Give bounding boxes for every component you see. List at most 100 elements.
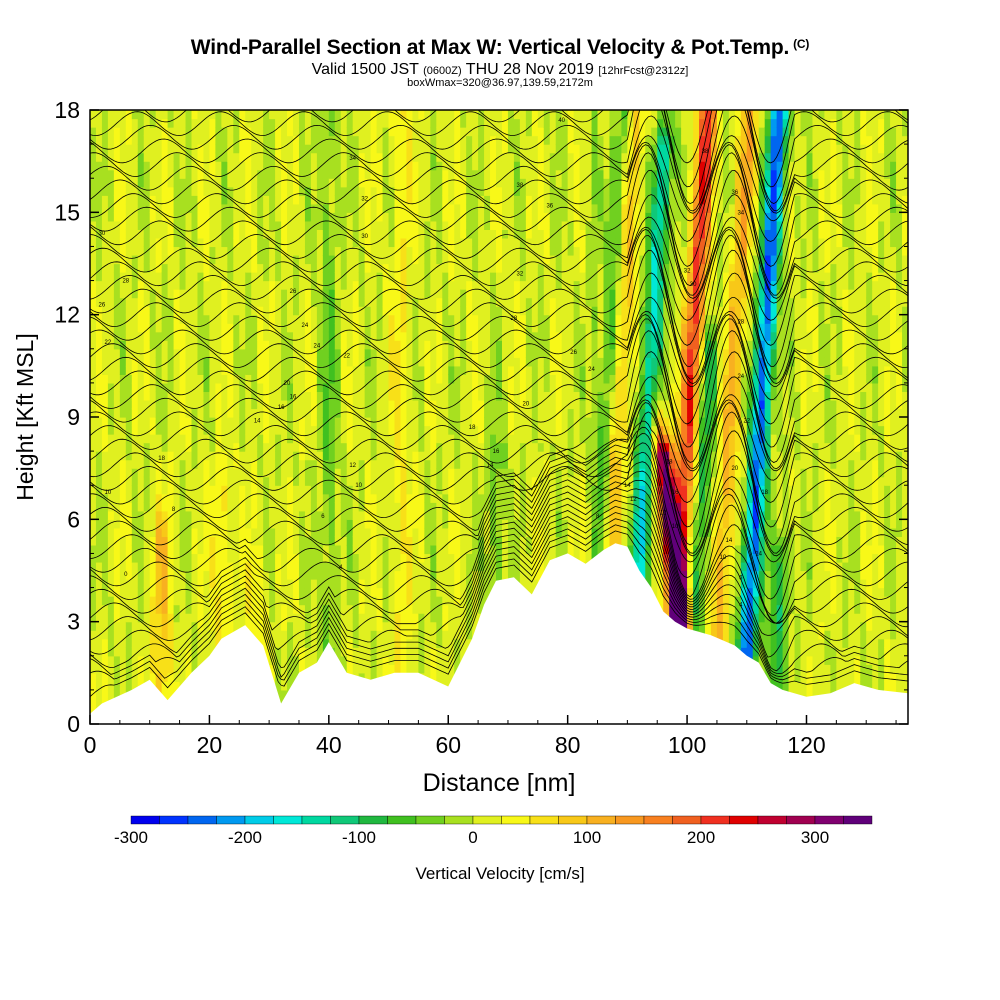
w-cell (442, 220, 449, 230)
w-cell (131, 399, 139, 410)
w-cell (149, 169, 157, 179)
w-cell (161, 399, 169, 410)
w-cell (161, 110, 169, 120)
w-cell (400, 468, 408, 478)
w-cell (179, 570, 187, 580)
w-cell (430, 220, 437, 230)
w-cell (215, 348, 222, 358)
w-cell (227, 314, 234, 324)
w-cell (90, 357, 97, 367)
w-cell (179, 561, 187, 572)
w-cell (197, 229, 205, 239)
w-cell (424, 536, 431, 546)
w-cell (125, 289, 133, 299)
w-cell (382, 638, 390, 648)
w-cell (251, 169, 258, 179)
w-cell (203, 587, 211, 597)
w-cell (358, 323, 366, 333)
w-cell (400, 434, 408, 444)
w-cell (370, 127, 378, 137)
w-cell (287, 527, 294, 537)
w-cell (400, 544, 408, 555)
w-cell (143, 519, 151, 529)
w-cell (430, 348, 437, 358)
w-cell (179, 442, 187, 452)
w-cell (466, 135, 473, 145)
w-cell (269, 289, 276, 299)
w-cell (358, 195, 366, 205)
w-cell (90, 630, 97, 640)
w-cell (370, 434, 378, 444)
w-cell (281, 237, 288, 248)
w-cell (107, 459, 115, 469)
w-cell (460, 527, 467, 537)
w-cell (137, 314, 145, 324)
w-cell (388, 382, 396, 393)
w-cell (358, 161, 366, 171)
w-cell (322, 613, 330, 623)
w-cell (233, 246, 240, 256)
w-cell (466, 186, 473, 196)
w-cell (227, 399, 234, 410)
w-cell (304, 587, 312, 597)
w-cell (394, 630, 402, 640)
w-cell (107, 527, 115, 537)
w-cell (185, 289, 193, 299)
w-cell (275, 229, 282, 239)
w-cell (376, 289, 384, 299)
w-cell (436, 314, 443, 324)
w-cell (275, 468, 282, 478)
w-cell (490, 442, 497, 452)
w-cell (119, 476, 127, 486)
w-cell (197, 621, 205, 631)
w-cell (394, 357, 402, 367)
w-cell (257, 331, 264, 341)
w-cell (448, 272, 455, 282)
w-cell (203, 476, 211, 486)
w-cell (472, 579, 479, 589)
w-cell (251, 399, 258, 410)
w-cell (340, 544, 348, 555)
w-cell (436, 672, 443, 682)
w-cell (364, 647, 372, 657)
w-cell (322, 399, 330, 410)
w-cell (149, 161, 157, 171)
w-cell (358, 391, 366, 401)
w-cell (179, 280, 187, 290)
w-cell (239, 502, 246, 512)
w-cell (340, 272, 348, 282)
w-cell (191, 399, 199, 410)
w-cell (358, 502, 366, 512)
w-cell (101, 212, 109, 222)
w-cell (119, 519, 127, 529)
w-cell (370, 604, 378, 614)
w-cell (310, 655, 318, 665)
w-cell (281, 110, 288, 120)
w-cell (400, 485, 408, 495)
w-cell (436, 399, 443, 410)
w-cell (412, 553, 419, 563)
w-cell (209, 536, 216, 546)
w-cell (334, 544, 342, 555)
w-cell (430, 229, 437, 239)
w-cell (197, 519, 205, 529)
w-cell (358, 476, 366, 486)
w-cell (340, 323, 348, 333)
w-cell (215, 263, 222, 273)
w-cell (125, 314, 133, 324)
w-cell (436, 502, 443, 512)
w-cell (412, 229, 419, 239)
w-cell (406, 664, 414, 674)
w-cell (173, 237, 181, 248)
w-cell (406, 519, 414, 529)
w-cell (113, 306, 121, 316)
w-cell (310, 144, 318, 154)
w-cell (484, 220, 491, 230)
w-cell (155, 297, 163, 307)
w-cell (269, 203, 276, 213)
w-cell (137, 442, 145, 452)
w-cell (304, 374, 312, 384)
w-cell (257, 451, 264, 461)
w-cell (418, 135, 425, 145)
w-cell (233, 485, 240, 495)
